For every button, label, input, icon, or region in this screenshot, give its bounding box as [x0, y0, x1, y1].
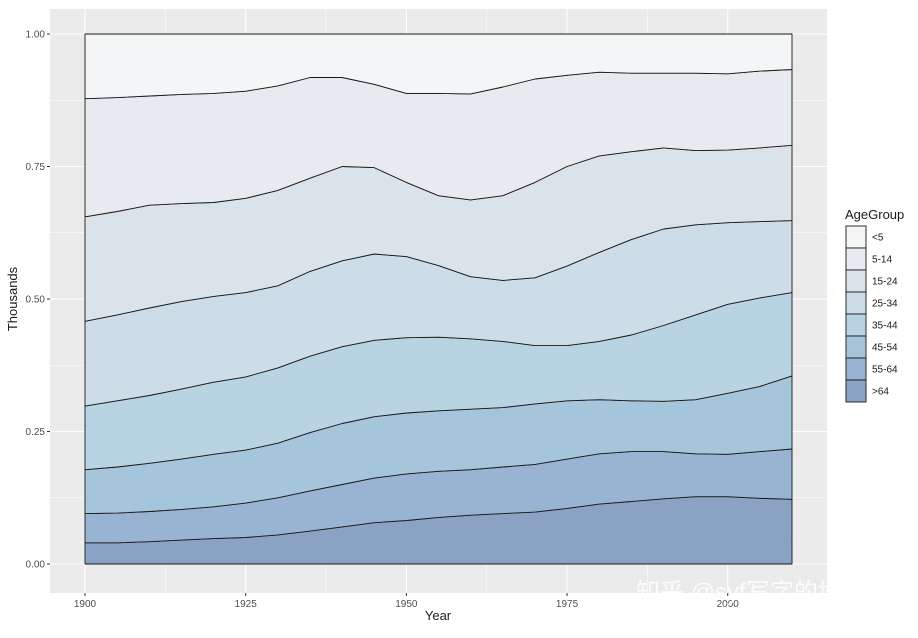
legend-key	[845, 247, 867, 271]
legend-key	[845, 291, 867, 315]
axis-ticks: 0.00 0.25 0.50 0.75 1.00 1900 1925 1950 1975 2000	[26, 30, 740, 611]
legend-key	[845, 225, 867, 249]
legend-key	[845, 357, 867, 381]
x-tick-label: 1950	[395, 599, 418, 610]
legend-key	[845, 379, 867, 403]
area-layers	[84, 33, 793, 565]
y-tick-label: 0.25	[26, 427, 46, 438]
legend-title: AgeGroup	[845, 207, 904, 222]
x-tick-label: 1900	[74, 599, 97, 610]
legend-label: 45-54	[872, 343, 898, 354]
area-5	[84, 33, 793, 100]
legend-label: 5-14	[872, 255, 892, 266]
legend-key	[845, 335, 867, 359]
y-tick-label: 0.00	[26, 560, 46, 571]
legend-label: 25-34	[872, 299, 898, 310]
y-tick-label: 0.50	[26, 295, 46, 306]
legend-label: >64	[872, 387, 889, 398]
legend-key	[845, 269, 867, 293]
legend-label: <5	[872, 233, 884, 244]
y-axis-title: Thousands	[5, 266, 20, 331]
x-tick-label: 1925	[235, 599, 258, 610]
x-axis-title: Year	[425, 608, 452, 623]
x-tick-label: 2000	[717, 599, 740, 610]
legend-label: 35-44	[872, 321, 898, 332]
y-tick-label: 0.75	[26, 162, 46, 173]
legend-key	[845, 313, 867, 337]
legend-label: 15-24	[872, 277, 898, 288]
x-tick-label: 1975	[556, 599, 579, 610]
legend: AgeGroup <5 5-14 15-24 25-34 35-44 45-54 55-64…	[845, 207, 904, 403]
legend-label: 55-64	[872, 365, 898, 376]
y-tick-label: 1.00	[26, 30, 46, 41]
watermark: 知乎 @syf写字的地方	[636, 579, 866, 606]
